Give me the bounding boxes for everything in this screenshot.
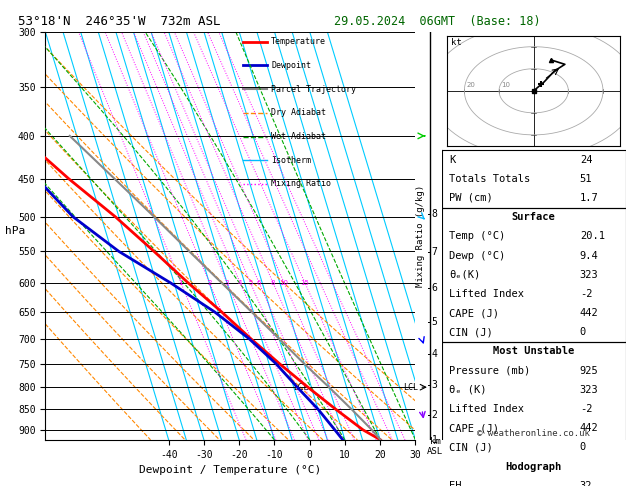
Text: 8: 8 (271, 280, 276, 286)
Y-axis label: hPa: hPa (5, 226, 25, 236)
Text: 4: 4 (431, 349, 438, 359)
Text: 2: 2 (208, 280, 212, 286)
Text: 0: 0 (580, 442, 586, 452)
Text: 1: 1 (431, 435, 438, 445)
Text: 7: 7 (431, 247, 438, 257)
Text: 9.4: 9.4 (580, 250, 599, 260)
Text: km
ASL: km ASL (427, 437, 443, 456)
Text: LCL: LCL (403, 382, 418, 392)
Text: 24: 24 (580, 155, 593, 165)
Text: 442: 442 (580, 423, 599, 433)
Text: 6: 6 (431, 283, 438, 293)
Text: Hodograph: Hodograph (506, 462, 562, 471)
Text: 5: 5 (248, 280, 253, 286)
Text: Mixing Ratio (g/kg): Mixing Ratio (g/kg) (416, 185, 425, 287)
Text: PW (cm): PW (cm) (449, 193, 493, 203)
Text: Dry Adiabat: Dry Adiabat (271, 108, 326, 117)
Text: 51: 51 (580, 174, 593, 184)
Text: 1: 1 (179, 280, 183, 286)
Text: 3: 3 (225, 280, 230, 286)
Text: 5: 5 (431, 317, 438, 327)
Text: 53°18'N  246°35'W  732m ASL: 53°18'N 246°35'W 732m ASL (18, 16, 221, 28)
Text: Lifted Index: Lifted Index (449, 404, 524, 414)
Text: 32: 32 (580, 481, 593, 486)
Text: 10: 10 (280, 280, 289, 286)
Text: Mixing Ratio: Mixing Ratio (271, 179, 331, 189)
Text: θₑ(K): θₑ(K) (449, 270, 480, 280)
Text: LCL: LCL (292, 382, 308, 392)
Text: Most Unstable: Most Unstable (493, 347, 574, 356)
Text: CAPE (J): CAPE (J) (449, 423, 499, 433)
Text: 925: 925 (580, 365, 599, 376)
Text: Parcel Trajectory: Parcel Trajectory (271, 85, 356, 94)
Text: -2: -2 (580, 404, 593, 414)
Text: CIN (J): CIN (J) (449, 327, 493, 337)
Text: Lifted Index: Lifted Index (449, 289, 524, 299)
Text: 29.05.2024  06GMT  (Base: 18): 29.05.2024 06GMT (Base: 18) (334, 16, 540, 28)
Text: Pressure (mb): Pressure (mb) (449, 365, 530, 376)
Text: 0: 0 (580, 327, 586, 337)
Text: 323: 323 (580, 270, 599, 280)
Text: 4: 4 (238, 280, 242, 286)
Text: 442: 442 (580, 308, 599, 318)
Text: CAPE (J): CAPE (J) (449, 308, 499, 318)
Text: Wet Adiabat: Wet Adiabat (271, 132, 326, 141)
Text: 6: 6 (257, 280, 262, 286)
Text: Surface: Surface (512, 212, 555, 222)
Text: θₑ (K): θₑ (K) (449, 385, 486, 395)
Text: 8: 8 (431, 209, 438, 219)
Text: © weatheronline.co.uk: © weatheronline.co.uk (477, 429, 590, 438)
Text: 2: 2 (431, 410, 438, 420)
Text: EH: EH (449, 481, 462, 486)
Text: -2: -2 (580, 289, 593, 299)
Text: CIN (J): CIN (J) (449, 442, 493, 452)
Text: Totals Totals: Totals Totals (449, 174, 530, 184)
Text: Temperature: Temperature (271, 37, 326, 46)
Text: 1.7: 1.7 (580, 193, 599, 203)
Text: K: K (449, 155, 455, 165)
Text: 15: 15 (301, 280, 309, 286)
Text: Dewpoint: Dewpoint (271, 61, 311, 70)
Text: 20.1: 20.1 (580, 231, 604, 242)
Text: 323: 323 (580, 385, 599, 395)
Text: Temp (°C): Temp (°C) (449, 231, 505, 242)
Text: Dewp (°C): Dewp (°C) (449, 250, 505, 260)
Text: Isotherm: Isotherm (271, 156, 311, 165)
Text: 3: 3 (431, 380, 438, 390)
X-axis label: Dewpoint / Temperature (°C): Dewpoint / Temperature (°C) (139, 465, 321, 475)
